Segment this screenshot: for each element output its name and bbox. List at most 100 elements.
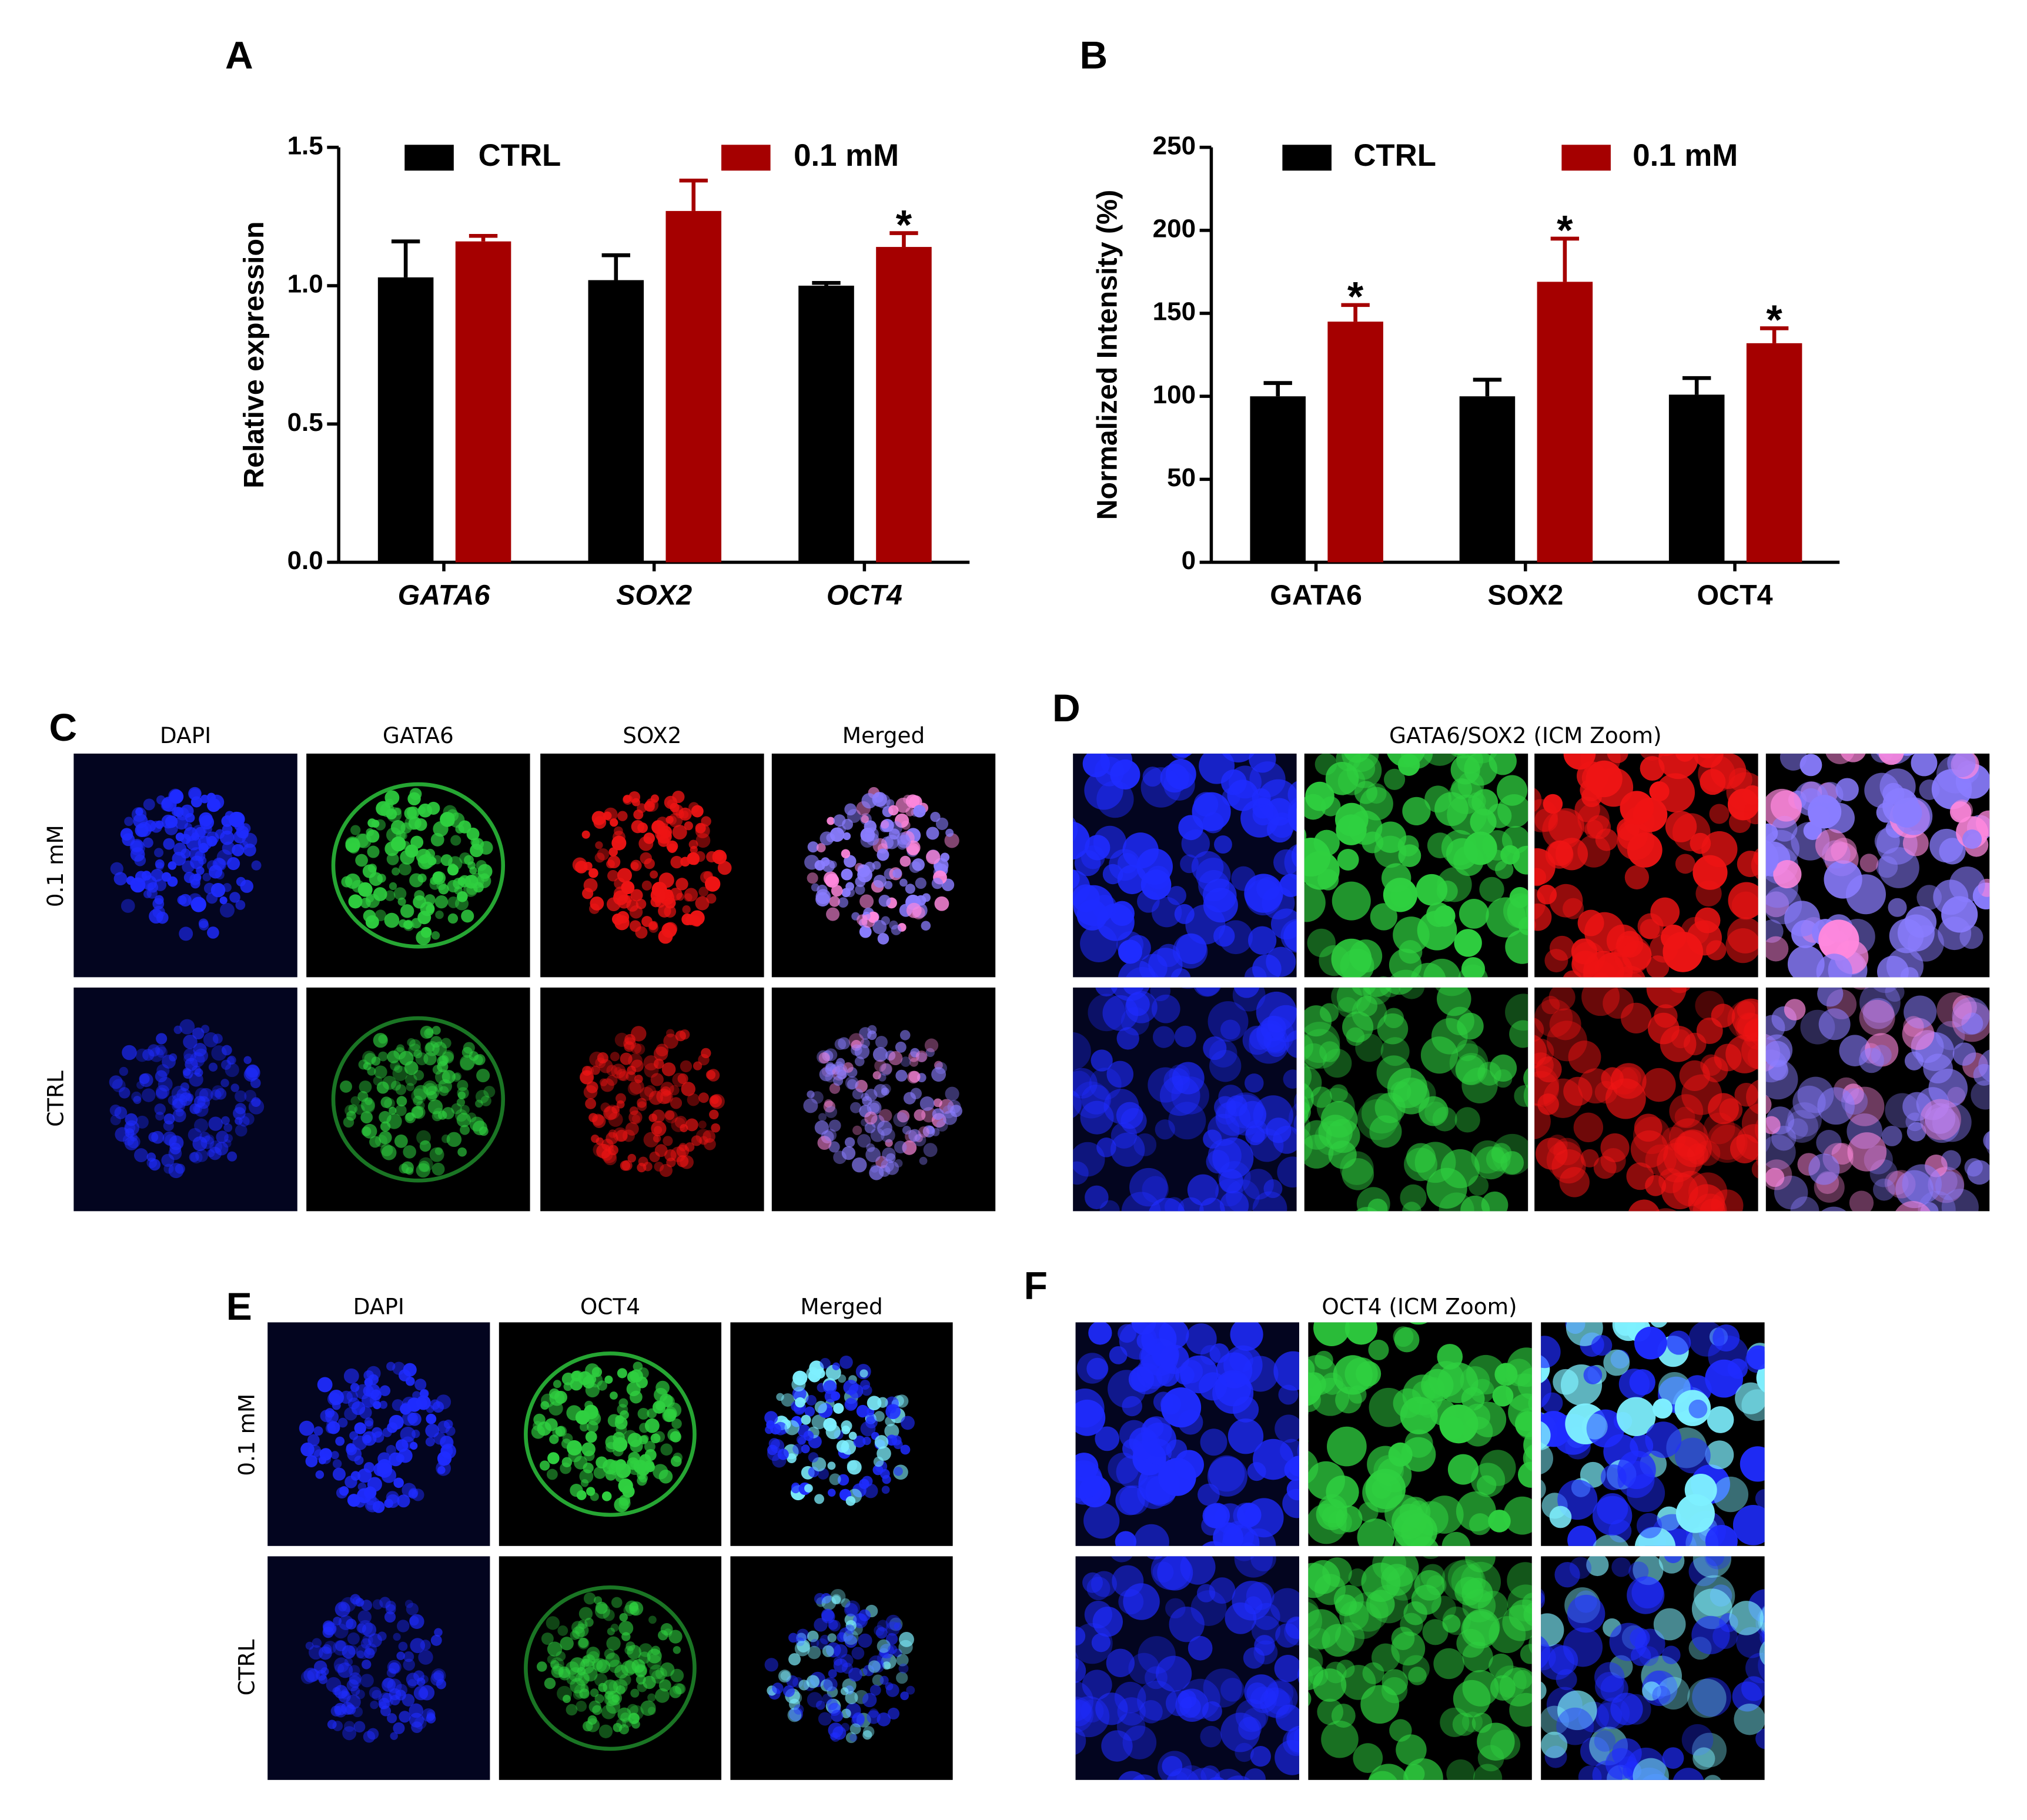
nucleus: [1633, 1116, 1671, 1155]
nucleus: [436, 1679, 446, 1689]
nucleus: [1254, 1635, 1275, 1656]
bar: [1327, 322, 1383, 563]
nucleus: [407, 1038, 416, 1047]
image-content: [1541, 1322, 1765, 1546]
nucleus: [436, 1394, 451, 1410]
nucleus: [419, 1389, 429, 1399]
nucleus: [1507, 1562, 1532, 1599]
nucleus: [393, 887, 407, 900]
nucleus: [203, 1032, 219, 1048]
nucleus: [248, 1099, 265, 1115]
nucleus: [406, 1672, 420, 1687]
nucleus: [860, 1038, 870, 1048]
nucleus: [1520, 1644, 1532, 1664]
nucleus: [185, 1058, 198, 1071]
nucleus: [915, 895, 926, 906]
nucleus: [472, 1120, 487, 1136]
legend-swatch: [721, 145, 771, 171]
nucleus: [578, 1638, 588, 1648]
nucleus: [1553, 1369, 1579, 1395]
nucleus: [841, 1146, 856, 1160]
nucleus: [396, 1651, 405, 1660]
image-content: [300, 1594, 446, 1743]
nucleus: [1949, 801, 1972, 823]
error-bar: [1473, 377, 1502, 397]
image-content: [1541, 1556, 1765, 1780]
nucleus: [828, 1141, 840, 1153]
nucleus: [1151, 994, 1180, 1023]
nucleus: [792, 1444, 803, 1454]
nucleus: [623, 1604, 635, 1616]
nucleus: [628, 1451, 641, 1464]
nucleus: [907, 843, 920, 856]
nucleus: [169, 1142, 182, 1155]
nucleus: [1607, 753, 1628, 764]
nucleus: [434, 1628, 443, 1637]
nucleus: [611, 1597, 623, 1608]
nucleus: [585, 1431, 597, 1443]
nucleus: [425, 1027, 434, 1036]
nucleus: [608, 1129, 617, 1138]
nucleus: [385, 1600, 396, 1612]
nucleus: [803, 1430, 814, 1441]
nucleus: [1440, 1416, 1464, 1440]
nucleus: [225, 1062, 239, 1078]
nucleus: [628, 1601, 644, 1616]
nucleus: [1411, 1584, 1441, 1615]
nucleus: [909, 1058, 919, 1067]
nucleus: [1669, 1094, 1704, 1129]
nucleus: [659, 1164, 673, 1177]
nucleus: [617, 868, 632, 883]
nucleus: [637, 1682, 647, 1692]
nucleus: [903, 1092, 917, 1105]
nucleus: [332, 1467, 346, 1481]
nucleus: [885, 1682, 894, 1691]
image-panel: [306, 753, 530, 978]
nucleus: [866, 1413, 877, 1424]
nucleus: [1293, 1115, 1297, 1133]
nucleus: [633, 809, 644, 820]
nucleus: [1862, 998, 1894, 1029]
nucleus: [772, 1682, 784, 1694]
nucleus: [607, 1627, 615, 1635]
nucleus: [603, 1106, 618, 1120]
nucleus: [1441, 1531, 1470, 1546]
column-header: DAPI: [160, 722, 211, 748]
nucleus: [781, 1393, 795, 1407]
nucleus: [1304, 1095, 1310, 1120]
nucleus: [600, 1078, 614, 1092]
nucleus: [837, 1069, 847, 1080]
nucleus: [1654, 1004, 1678, 1028]
nucleus: [1073, 1142, 1105, 1177]
nucleus: [417, 1688, 429, 1699]
nucleus: [643, 832, 655, 844]
image-content: [1075, 1556, 1299, 1780]
nucleus: [1075, 1696, 1094, 1732]
image-content: [331, 1016, 506, 1183]
nucleus: [859, 1369, 868, 1378]
nucleus: [1692, 1556, 1732, 1578]
nucleus: [900, 1691, 909, 1701]
nucleus: [1765, 1015, 1785, 1041]
nucleus: [845, 1691, 858, 1704]
nucleus: [859, 925, 872, 938]
nucleus: [1573, 1112, 1604, 1143]
nucleus: [1181, 829, 1210, 858]
nucleus: [463, 882, 478, 897]
nucleus: [858, 1609, 871, 1621]
nucleus: [406, 1083, 414, 1092]
nucleus: [387, 1422, 398, 1433]
nucleus: [1646, 987, 1687, 1009]
nucleus: [1541, 1613, 1564, 1647]
nucleus: [163, 838, 175, 850]
nucleus: [1247, 926, 1277, 955]
nucleus: [1275, 1414, 1299, 1443]
nucleus: [1403, 1758, 1443, 1780]
nucleus: [910, 1048, 920, 1058]
nucleus: [235, 1103, 246, 1115]
nucleus: [1459, 899, 1489, 929]
legend-label: CTRL: [479, 138, 561, 173]
image-content: [803, 1025, 962, 1180]
nucleus: [1362, 1662, 1384, 1684]
nucleus: [601, 1148, 617, 1163]
